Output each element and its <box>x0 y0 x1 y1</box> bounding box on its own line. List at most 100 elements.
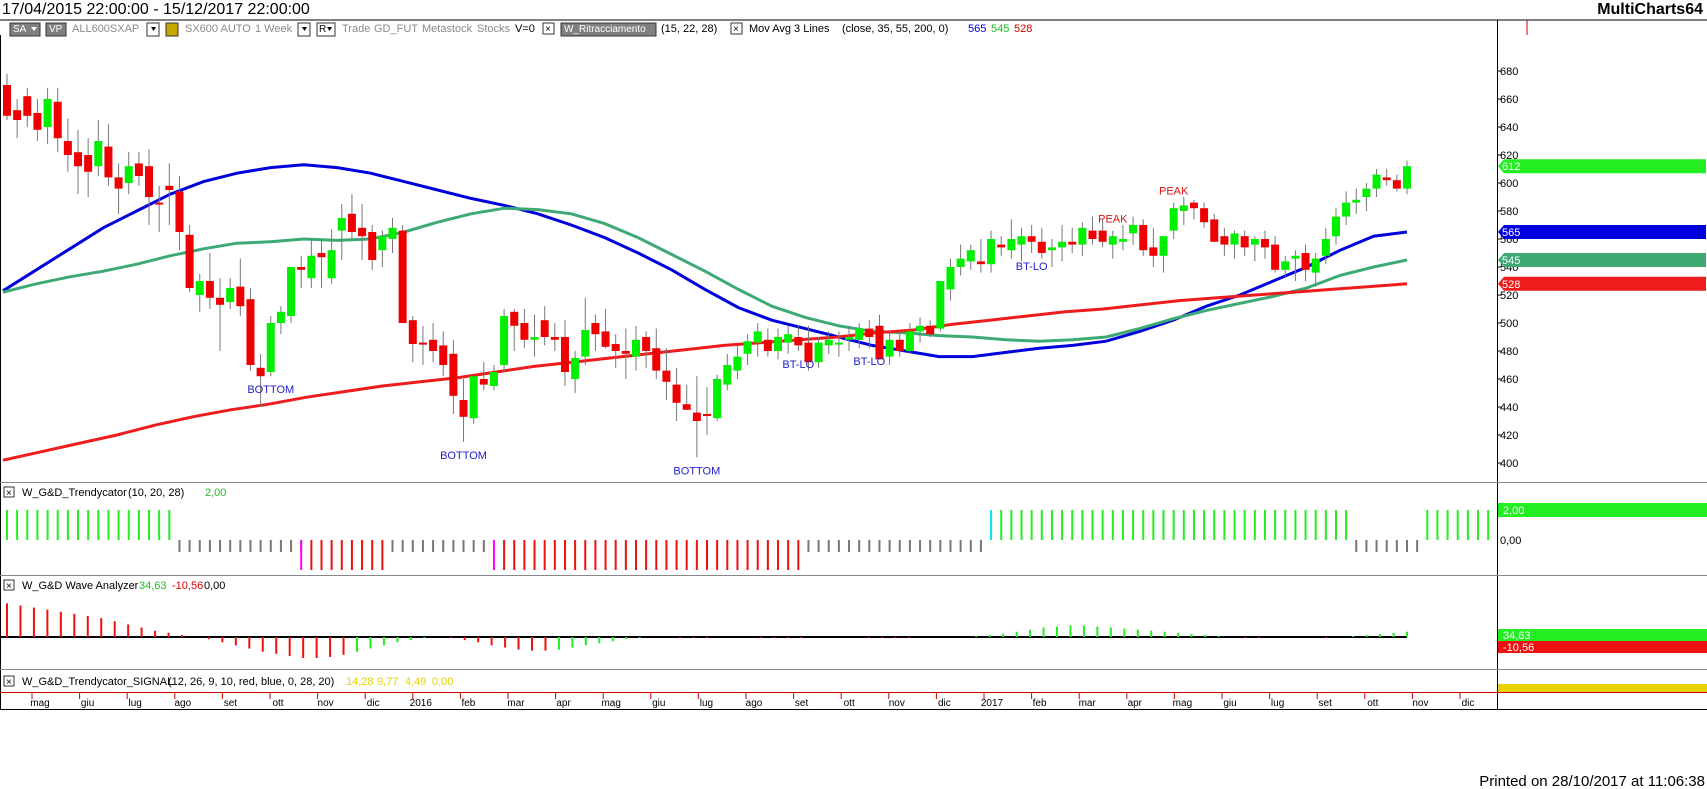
date-tick-label: apr <box>1128 698 1143 709</box>
candle-body <box>1179 205 1188 211</box>
close-box <box>3 486 15 498</box>
signal-params: (12, 26, 9, 10, red, blue, 0, 28, 20) <box>168 676 334 688</box>
candle-body <box>1271 244 1280 270</box>
toolbar-button-label: W_Ritracciamento <box>564 24 646 35</box>
date-tick-label: lug <box>700 698 713 709</box>
price-tick-label: 580 <box>1500 206 1518 218</box>
candle-body <box>216 297 225 305</box>
close-icon: × <box>733 24 739 35</box>
candle-body <box>946 267 955 290</box>
indicator-title: W_G&D Wave Analyzer <box>22 580 139 592</box>
candle-body <box>1331 216 1340 237</box>
date-tick-label: feb <box>1033 698 1047 709</box>
candle-body <box>530 337 539 340</box>
date-tick-label: set <box>224 698 238 709</box>
candle-body <box>1129 225 1138 234</box>
candle-body <box>1139 225 1148 251</box>
close-icon: × <box>545 24 551 35</box>
candle-body <box>388 227 397 239</box>
date-tick-label: dic <box>938 698 951 709</box>
toolbar-box <box>165 22 179 37</box>
toolbar-text: (15, 22, 28) <box>661 23 717 35</box>
date-tick-label: mag <box>601 698 620 709</box>
candle-body <box>378 236 387 251</box>
candle-body <box>134 163 143 176</box>
candle-body <box>875 325 884 360</box>
indicator-title: W_G&D_Trendycator_SIGNAL <box>22 676 173 688</box>
candle-body <box>398 230 407 323</box>
candle-body <box>1078 227 1087 245</box>
candle-body <box>155 202 164 205</box>
candle-body <box>1027 236 1036 242</box>
close-box <box>542 22 555 35</box>
candle-body <box>1047 247 1056 251</box>
candle-body <box>662 370 671 382</box>
price-tick-label: 620 <box>1500 150 1518 162</box>
candle-body <box>1352 199 1361 203</box>
candle-body <box>520 323 529 340</box>
candle-body <box>1230 233 1239 245</box>
candle-body <box>1342 202 1351 217</box>
candle-body <box>845 337 854 340</box>
date-tick-label: giu <box>652 698 665 709</box>
candle-body <box>114 177 123 189</box>
indicator-title: W_G&D_Trendycator <box>22 487 127 499</box>
price-tick-label: 660 <box>1500 94 1518 106</box>
price-marker-label: 528 <box>1502 279 1520 291</box>
candle-body <box>916 325 925 332</box>
candle-body <box>865 328 874 337</box>
candle-body <box>449 353 458 396</box>
price-marker-label: 565 <box>1502 227 1520 239</box>
trendycator-axis-value: 2,00 <box>1503 505 1524 517</box>
candle-body <box>368 232 377 260</box>
candle-body <box>621 351 630 354</box>
candle-body <box>165 185 174 190</box>
candle-body <box>195 281 204 295</box>
price-marker <box>1498 253 1706 267</box>
candle-body <box>784 334 793 343</box>
candle-body <box>682 404 691 410</box>
candle-body <box>1098 230 1107 242</box>
candle-body <box>307 255 316 279</box>
candle-body <box>297 267 306 270</box>
candle-body <box>976 261 985 265</box>
candle-body <box>1169 208 1178 231</box>
candle-body <box>84 155 93 172</box>
price-marker-label: 545 <box>1502 255 1520 267</box>
date-tick-label: dic <box>367 698 380 709</box>
candle-body <box>1200 208 1209 223</box>
candle-body <box>145 166 154 197</box>
candle-body <box>1311 258 1320 273</box>
candle-body <box>1159 236 1168 256</box>
date-tick-label: ago <box>174 698 191 709</box>
date-tick-label: nov <box>318 698 334 709</box>
candle-body <box>956 258 965 267</box>
candle-body <box>814 342 823 363</box>
price-tick-label: 520 <box>1500 290 1518 302</box>
price-tick-label: 440 <box>1500 402 1518 414</box>
candle-body <box>763 339 772 351</box>
date-tick-label: apr <box>556 698 571 709</box>
moving-average-line <box>2 206 1408 343</box>
toolbar-text: 1 Week <box>255 23 293 35</box>
candle-body <box>276 311 285 323</box>
candle-body <box>63 141 72 155</box>
toolbar-button <box>45 22 67 37</box>
candle-body <box>1291 255 1300 259</box>
toolbar-button-label: VP <box>49 24 63 35</box>
candle-body <box>540 320 549 337</box>
candle-body <box>429 339 438 351</box>
toolbar-text: SX600 AUTO <box>185 23 251 35</box>
price-marker-label: 612 <box>1502 161 1520 173</box>
close-box <box>3 675 15 687</box>
candle-body <box>652 348 661 371</box>
candle-body <box>550 337 559 340</box>
close-box <box>3 579 15 591</box>
candle-body <box>672 384 681 403</box>
date-tick-label: nov <box>1412 698 1428 709</box>
moving-average-line <box>2 282 1408 462</box>
candle-body <box>175 191 184 232</box>
print-timestamp: Printed on 28/10/2017 at 11:06:38 <box>1479 773 1705 789</box>
candle-body <box>94 141 103 167</box>
